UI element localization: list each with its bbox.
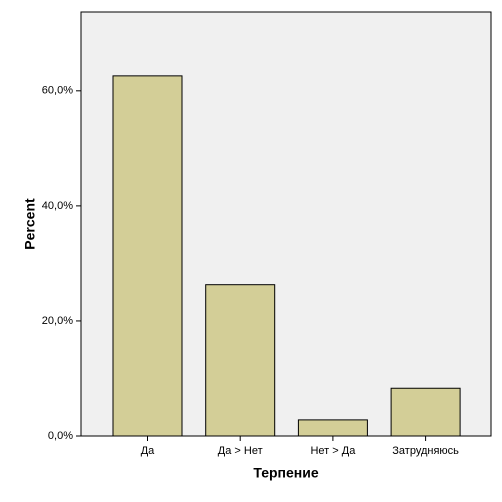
x-axis-title: Терпение xyxy=(253,465,318,481)
x-tick-label: Нет > Да xyxy=(310,445,356,457)
bar xyxy=(205,284,276,437)
x-tick-label: Да > Нет xyxy=(218,445,263,457)
y-tick-label: 40,0% xyxy=(42,200,73,212)
x-tick-label: Да xyxy=(141,445,155,457)
y-axis-title: Percent xyxy=(22,198,38,250)
y-tick-label: 60,0% xyxy=(42,85,73,97)
x-tick-label: Затрудняюсь xyxy=(392,445,459,457)
y-tick-label: 0,0% xyxy=(48,430,73,442)
bar xyxy=(112,75,183,437)
y-tick-label: 20,0% xyxy=(42,315,73,327)
bar xyxy=(297,419,368,437)
bar xyxy=(390,387,461,437)
